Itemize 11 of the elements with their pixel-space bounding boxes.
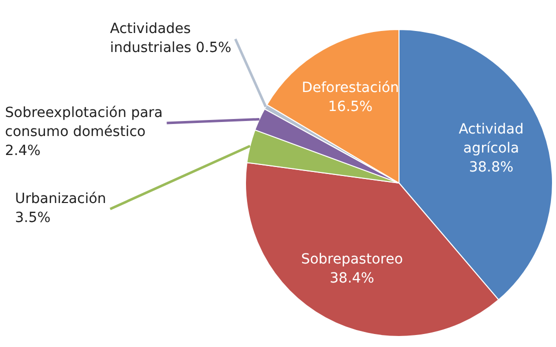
data-label: 16.5%: [328, 98, 373, 115]
slice-label: Actividades industriales 0.5%: [110, 21, 232, 56]
slice-label: Actividad agrícola: [458, 122, 524, 157]
data-label: 3.5%: [15, 210, 51, 226]
slice-label: Deforestación: [302, 80, 400, 96]
data-label: 38.4%: [330, 270, 374, 286]
data-label: 38.8%: [468, 160, 514, 176]
data-label: 2.4%: [5, 143, 41, 160]
slice-label: Urbanización: [15, 191, 106, 208]
slice-label: Sobreexplotación para consumo doméstico: [5, 105, 163, 140]
slice-label: Sobrepastoreo: [301, 251, 403, 268]
